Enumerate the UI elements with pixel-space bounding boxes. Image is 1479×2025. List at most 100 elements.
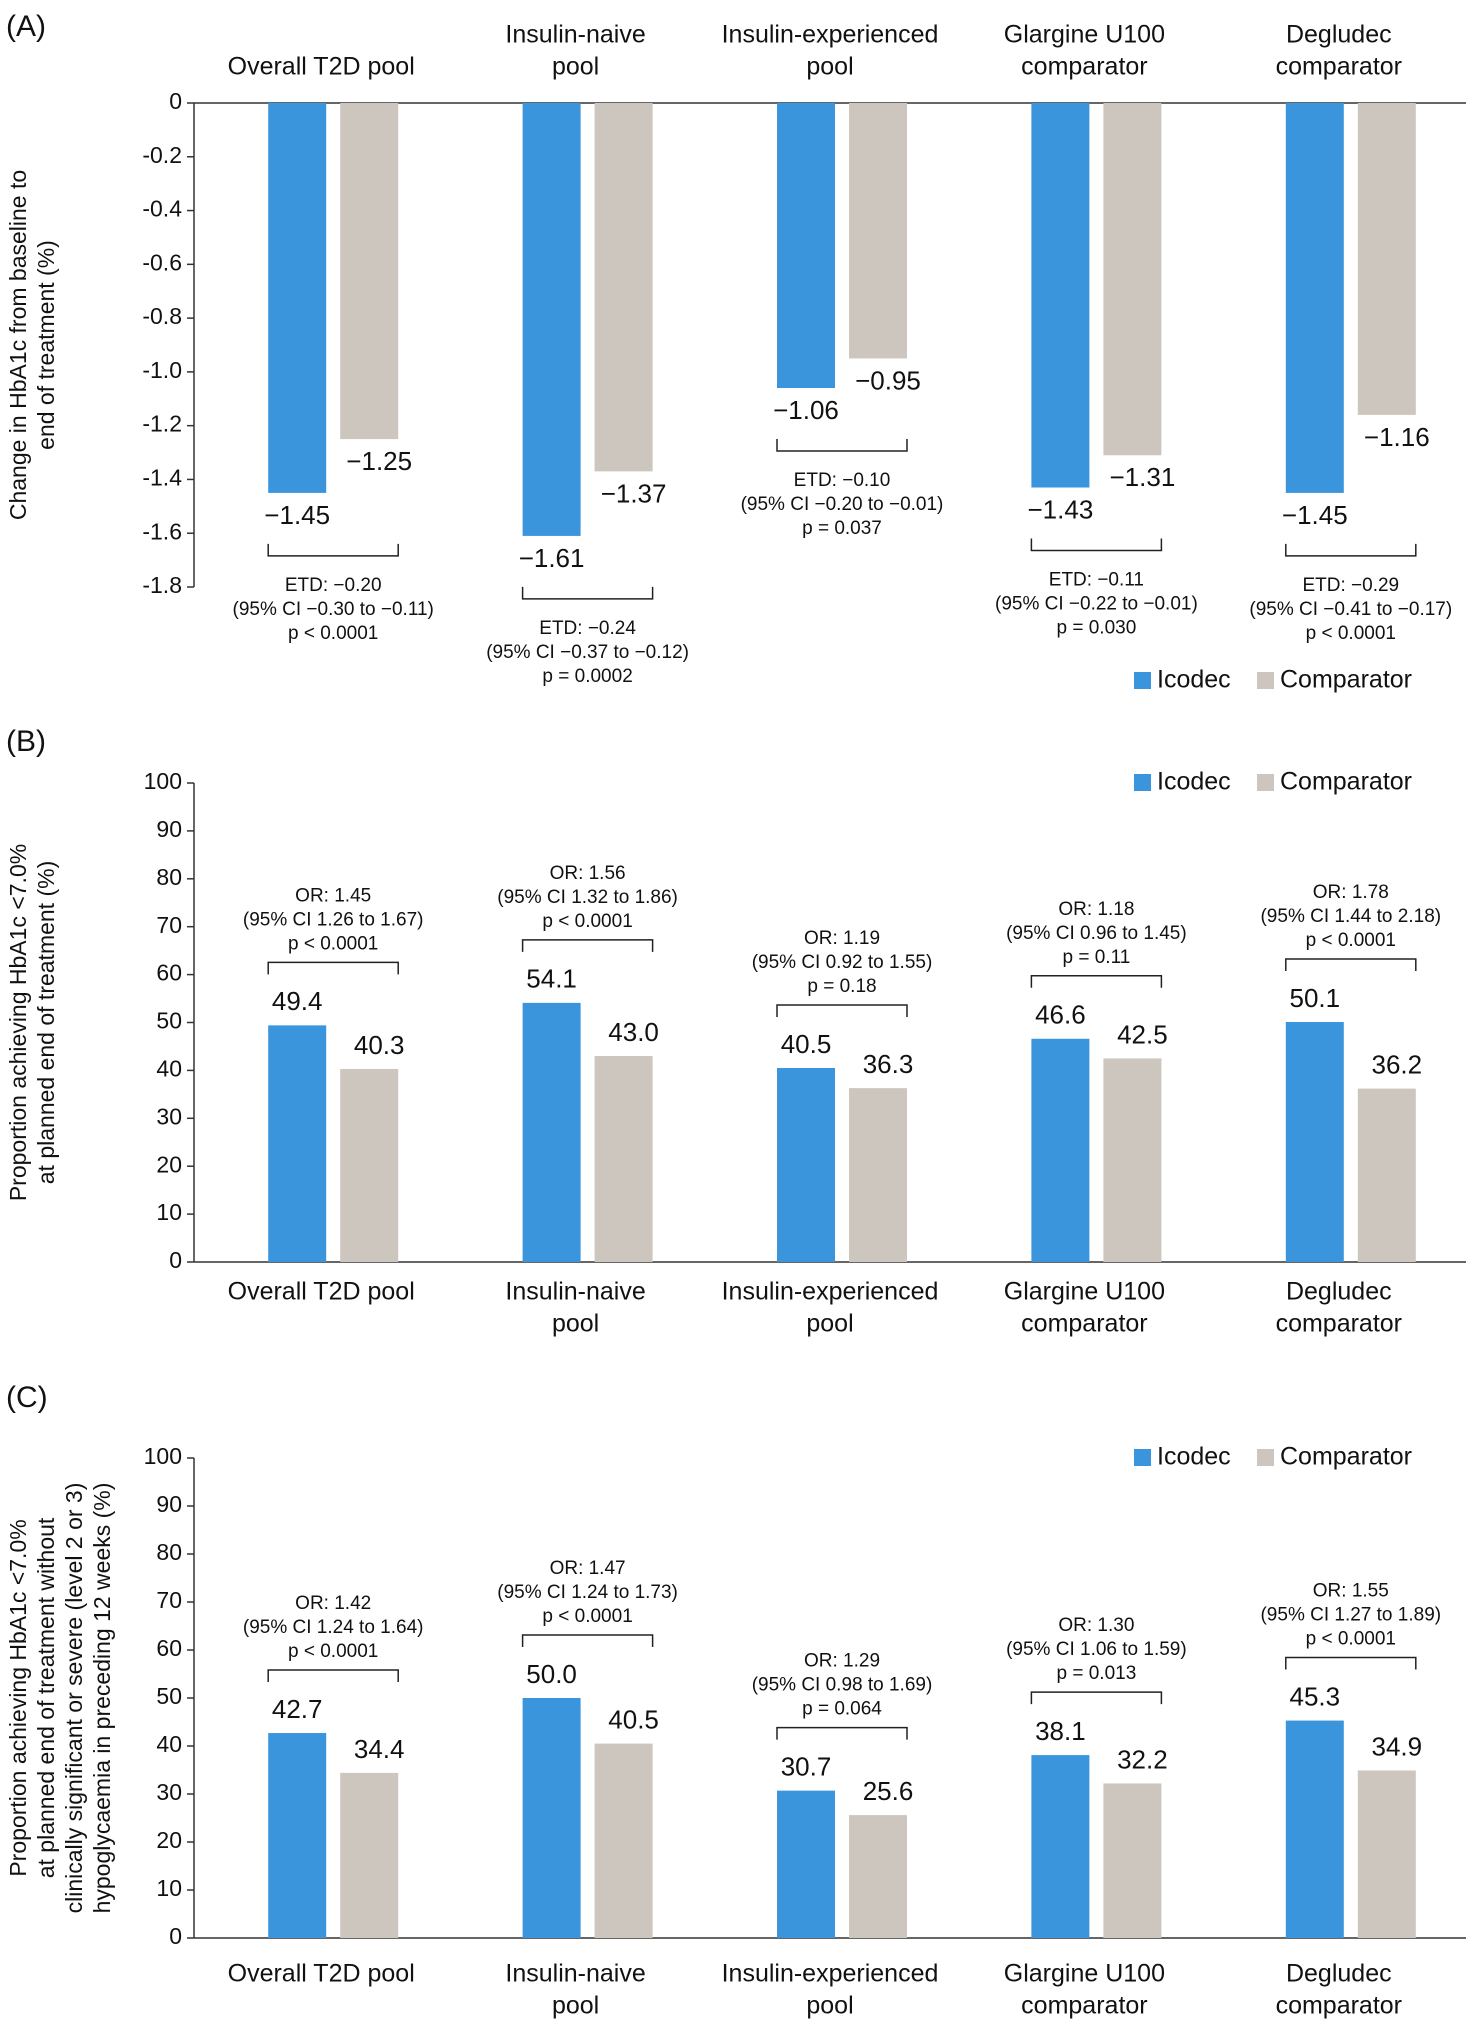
- y-tick-label: -1.6: [142, 518, 182, 544]
- category-label: Overall T2D pool: [228, 53, 415, 81]
- category-label: Degludec: [1286, 1278, 1392, 1306]
- annotation: OR: 1.29: [804, 1651, 880, 1672]
- annotation: p < 0.0001: [288, 1641, 378, 1662]
- bar: [1031, 1038, 1090, 1262]
- y-tick-label: 70: [156, 1587, 182, 1613]
- annotation: (95% CI 0.96 to 1.45): [1006, 923, 1187, 944]
- bracket: [1285, 543, 1417, 557]
- category-label: Insulin-experienced: [722, 21, 939, 49]
- legend-swatch: [1257, 774, 1274, 791]
- bar: [1103, 1783, 1162, 1938]
- category-label: pool: [552, 1310, 599, 1338]
- bracket: [267, 961, 399, 975]
- bar: [594, 1056, 653, 1262]
- y-tick-label: -1.2: [142, 411, 182, 437]
- y-axis-title: clinically significant or severe (level …: [61, 1483, 87, 1914]
- y-tick-label: 0: [169, 1923, 182, 1949]
- panel-label: (A): [6, 10, 46, 43]
- category-label: Insulin-naive: [505, 21, 645, 49]
- category-label: Insulin-naive: [505, 1278, 645, 1306]
- bracket: [521, 939, 654, 952]
- bar: [1357, 103, 1416, 415]
- legend-swatch: [1134, 774, 1151, 791]
- annotation: (95% CI 1.32 to 1.86): [497, 887, 678, 908]
- value-label: 30.7: [781, 1752, 832, 1782]
- annotation: (95% CI 1.24 to 1.64): [243, 1617, 424, 1638]
- annotation: ETD: −0.20: [285, 575, 382, 596]
- bracket: [267, 1669, 399, 1683]
- annotation: (95% CI 1.26 to 1.67): [243, 909, 424, 930]
- value-label: 40.5: [781, 1029, 832, 1059]
- value-label: 34.4: [354, 1734, 405, 1764]
- category-label: pool: [806, 53, 853, 81]
- bar: [1031, 1755, 1090, 1938]
- y-tick-label: 30: [156, 1779, 182, 1805]
- bar: [1285, 1720, 1344, 1938]
- value-label: −1.16: [1364, 422, 1430, 452]
- y-axis-title: at planned end of treatment (%): [33, 861, 59, 1184]
- category-label: Glargine U100: [1004, 1960, 1165, 1988]
- value-label: 45.3: [1289, 1681, 1340, 1711]
- y-tick-label: 90: [156, 1491, 182, 1517]
- annotation: OR: 1.78: [1313, 882, 1389, 903]
- legend-label: Comparator: [1280, 1443, 1412, 1471]
- legend-swatch: [1134, 1449, 1151, 1466]
- panel-label: (B): [6, 725, 46, 758]
- y-tick-label: 60: [156, 960, 182, 986]
- category-label: comparator: [1276, 1992, 1402, 2020]
- annotation: OR: 1.42: [295, 1593, 371, 1614]
- bar: [777, 1790, 835, 1938]
- legend-label: Icodec: [1157, 666, 1231, 694]
- category-label: Insulin-experienced: [722, 1960, 939, 1988]
- annotation: p < 0.0001: [542, 911, 632, 932]
- y-tick-label: 80: [156, 864, 182, 890]
- annotation: (95% CI 1.06 to 1.59): [1006, 1639, 1187, 1660]
- y-tick-label: -0.8: [142, 303, 182, 329]
- y-tick-label: 20: [156, 1827, 182, 1853]
- value-label: −1.61: [519, 543, 585, 573]
- annotation: OR: 1.19: [804, 928, 880, 949]
- annotation: (95% CI −0.30 to −0.11): [233, 599, 434, 620]
- category-label: Glargine U100: [1004, 21, 1165, 49]
- annotation: OR: 1.30: [1058, 1615, 1134, 1636]
- category-label: pool: [552, 53, 599, 81]
- y-tick-label: 80: [156, 1539, 182, 1565]
- category-label: Degludec: [1286, 21, 1392, 49]
- bar: [268, 103, 327, 493]
- y-axis-title: end of treatment (%): [33, 240, 59, 450]
- bar: [1031, 103, 1090, 488]
- annotation: (95% CI −0.20 to −0.01): [741, 494, 944, 515]
- bar: [340, 1772, 399, 1938]
- annotation: p < 0.0001: [1306, 623, 1396, 644]
- bar: [522, 1698, 581, 1938]
- value-label: −1.45: [264, 500, 330, 530]
- annotation: p < 0.0001: [288, 933, 378, 954]
- value-label: 42.5: [1117, 1019, 1168, 1049]
- value-label: 42.7: [272, 1694, 323, 1724]
- y-tick-label: 10: [156, 1199, 182, 1225]
- bracket: [1030, 538, 1163, 552]
- bar: [340, 103, 399, 440]
- bar: [849, 1088, 907, 1262]
- bar: [1103, 1058, 1162, 1262]
- y-axis-title: Change in HbA1c from baseline to: [5, 170, 31, 520]
- panel-label: (C): [6, 1381, 48, 1414]
- category-label: pool: [552, 1992, 599, 2020]
- annotation: p = 0.0002: [542, 666, 632, 687]
- category-label: Glargine U100: [1004, 1278, 1165, 1306]
- bar: [777, 103, 835, 389]
- bar: [268, 1733, 327, 1938]
- y-tick-label: -0.4: [142, 196, 182, 222]
- category-label: Overall T2D pool: [228, 1960, 415, 1988]
- value-label: −0.95: [855, 365, 921, 395]
- bracket: [776, 439, 908, 452]
- category-label: pool: [806, 1310, 853, 1338]
- value-label: 36.3: [863, 1049, 914, 1079]
- y-tick-label: -0.6: [142, 249, 182, 275]
- value-label: 54.1: [526, 964, 577, 994]
- category-label: comparator: [1021, 53, 1147, 81]
- annotation: p < 0.0001: [1306, 930, 1396, 951]
- annotation: p < 0.0001: [542, 1606, 632, 1627]
- bracket: [1285, 958, 1417, 972]
